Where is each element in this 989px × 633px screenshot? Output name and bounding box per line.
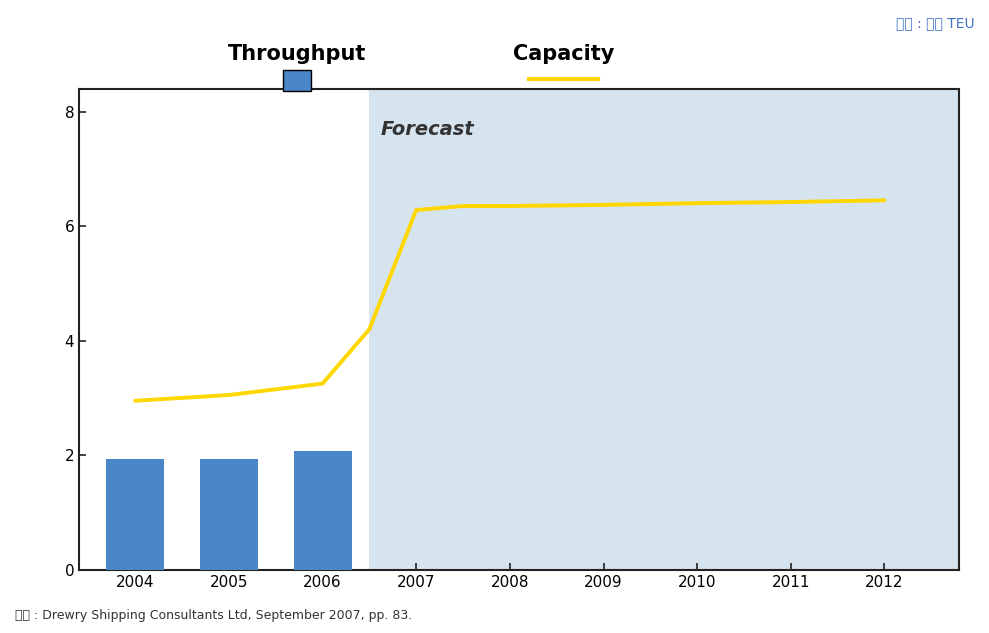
Bar: [370, 89, 989, 570]
Text: Forecast: Forecast: [381, 120, 475, 139]
Text: 자료 : Drewry Shipping Consultants Ltd, September 2007, pp. 83.: 자료 : Drewry Shipping Consultants Ltd, Se…: [15, 608, 412, 622]
Bar: [200, 459, 258, 570]
Text: Throughput: Throughput: [227, 44, 366, 64]
Bar: [294, 451, 352, 570]
Bar: [106, 459, 164, 570]
Text: 단위 : 백만 TEU: 단위 : 백만 TEU: [896, 16, 974, 30]
Text: Capacity: Capacity: [513, 44, 614, 64]
